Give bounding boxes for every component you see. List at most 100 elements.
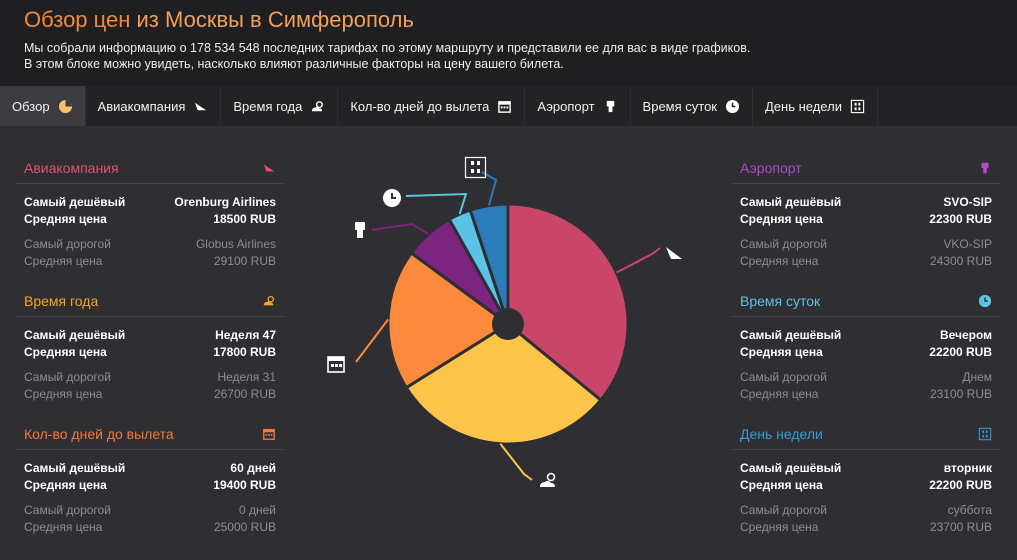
airport-icon xyxy=(981,162,989,173)
panel-title: Кол-во дней до вылета xyxy=(24,425,174,442)
expensive-label: Самый дорогой xyxy=(740,370,827,384)
cheapest-value: Orenburg Airlines xyxy=(174,195,276,209)
avg-label: Средняя цена xyxy=(24,478,107,492)
avg-label: Средняя цена xyxy=(740,387,819,401)
expensive-label: Самый дорогой xyxy=(24,237,111,251)
expensive-value: суббота xyxy=(947,503,992,517)
weather-icon xyxy=(312,100,324,111)
expensive-price: 23100 RUB xyxy=(929,387,992,401)
cheapest-label: Самый дешёвый xyxy=(24,461,126,475)
tab-days[interactable]: Кол-во дней до вылета xyxy=(338,86,526,126)
cheapest-value: Неделя 47 xyxy=(215,328,276,342)
clock-icon xyxy=(725,99,740,113)
airport-icon xyxy=(355,222,365,238)
leader-line xyxy=(499,443,533,481)
expensive-price: 26700 RUB xyxy=(213,387,276,401)
cheapest-price: 19400 RUB xyxy=(213,478,276,492)
cheapest-price: 17800 RUB xyxy=(213,345,276,359)
plane-icon xyxy=(263,164,275,171)
cheapest-label: Самый дешёвый xyxy=(24,328,126,342)
avg-label: Средняя цена xyxy=(24,254,103,268)
avg-label: Средняя цена xyxy=(24,387,103,401)
panel-airline: Авиакомпания Самый дешёвый Orenburg Airli… xyxy=(16,152,284,270)
panel-time: Время суток Самый дешёвый Вечером Средняя… xyxy=(732,285,1000,403)
airport-icon xyxy=(606,100,614,112)
week-icon xyxy=(464,156,487,179)
leader-line xyxy=(405,192,468,215)
cheapest-price: 18500 RUB xyxy=(213,212,276,226)
avg-label: Средняя цена xyxy=(740,520,819,534)
calendar-icon xyxy=(498,100,512,113)
tab-airline[interactable]: Авиакомпания xyxy=(86,86,222,126)
panel-title: Авиакомпания xyxy=(24,159,119,176)
cheapest-label: Самый дешёвый xyxy=(740,461,842,475)
calendar-icon xyxy=(327,356,345,373)
panel-title: Время года xyxy=(24,292,99,309)
expensive-price: 25000 RUB xyxy=(213,520,276,534)
cheapest-value: 60 дней xyxy=(230,461,276,475)
panel-title: Аэропорт xyxy=(740,159,802,176)
cheapest-price: 22300 RUB xyxy=(929,212,992,226)
avg-label: Средняя цена xyxy=(740,254,819,268)
leader-line xyxy=(371,222,430,235)
week-icon xyxy=(850,99,865,113)
leader-line xyxy=(481,171,498,206)
plane-icon xyxy=(666,247,682,259)
plane-icon xyxy=(195,102,207,110)
expensive-label: Самый дорогой xyxy=(740,237,827,251)
avg-label: Средняя цена xyxy=(24,520,103,534)
panel-weekday: День недели Самый дешёвый вторник Средняя… xyxy=(732,418,1000,536)
expensive-value: Globus Airlines xyxy=(195,237,276,251)
page-subtitle: Мы собрали информацию о 178 534 548 посл… xyxy=(24,41,751,71)
slice-season[interactable] xyxy=(404,322,603,446)
expensive-value: Днем xyxy=(962,370,992,384)
expensive-price: 29100 RUB xyxy=(213,254,276,268)
tab-time[interactable]: Время суток xyxy=(631,86,753,126)
expensive-value: Неделя 31 xyxy=(217,370,276,384)
cheapest-label: Самый дешёвый xyxy=(740,195,842,209)
cheapest-price: 22200 RUB xyxy=(929,345,992,359)
expensive-price: 24300 RUB xyxy=(929,254,992,268)
expensive-label: Самый дорогой xyxy=(24,370,111,384)
price-factors-pie-chart xyxy=(327,156,682,487)
expensive-label: Самый дорогой xyxy=(24,503,111,517)
panel-title: День недели xyxy=(740,425,823,442)
avg-label: Средняя цена xyxy=(24,345,107,359)
leader-line xyxy=(616,247,661,274)
expensive-value: VKO-SIP xyxy=(943,237,992,251)
weather-icon xyxy=(263,295,275,305)
panel-season: Время года Самый дешёвый Неделя 47 Средня… xyxy=(16,285,284,403)
calendar-icon xyxy=(263,428,275,440)
tab-bar: Обзор Авиакомпания Время года Кол-во дне… xyxy=(0,86,1017,126)
avg-label: Средняя цена xyxy=(740,212,823,226)
tab-weekday[interactable]: День недели xyxy=(753,86,878,126)
cheapest-label: Самый дешёвый xyxy=(740,328,842,342)
cheapest-price: 22200 RUB xyxy=(929,478,992,492)
panel-title: Время суток xyxy=(740,292,821,309)
tab-overview[interactable]: Обзор xyxy=(0,86,86,126)
header: Обзор цен из Москвы в Симферополь Мы соб… xyxy=(0,0,1017,86)
pie-center xyxy=(492,308,524,340)
slice-weekday[interactable] xyxy=(468,202,510,325)
pie-icon xyxy=(58,99,72,113)
expensive-label: Самый дорогой xyxy=(740,503,827,517)
cheapest-value: SVO-SIP xyxy=(943,195,992,209)
cheapest-label: Самый дешёвый xyxy=(24,195,126,209)
avg-label: Средняя цена xyxy=(740,478,823,492)
tab-airport[interactable]: Аэропорт xyxy=(525,86,631,126)
avg-label: Средняя цена xyxy=(740,345,823,359)
avg-label: Средняя цена xyxy=(24,212,107,226)
expensive-price: 23700 RUB xyxy=(929,520,992,534)
weather-icon xyxy=(540,472,556,487)
cheapest-value: Вечером xyxy=(939,328,992,342)
leader-line xyxy=(355,318,389,363)
week-icon xyxy=(978,427,992,440)
clock-icon xyxy=(978,294,992,307)
cheapest-value: вторник xyxy=(943,461,992,475)
panel-airport: Аэропорт Самый дешёвый SVO-SIP Средняя це… xyxy=(732,152,1000,270)
page-title: Обзор цен из Москвы в Симферополь xyxy=(24,7,414,32)
panel-days: Кол-во дней до вылета Самый дешёвый 60 дн… xyxy=(16,418,284,536)
tab-season[interactable]: Время года xyxy=(221,86,339,126)
clock-icon xyxy=(383,189,401,207)
expensive-value: 0 дней xyxy=(238,503,276,517)
